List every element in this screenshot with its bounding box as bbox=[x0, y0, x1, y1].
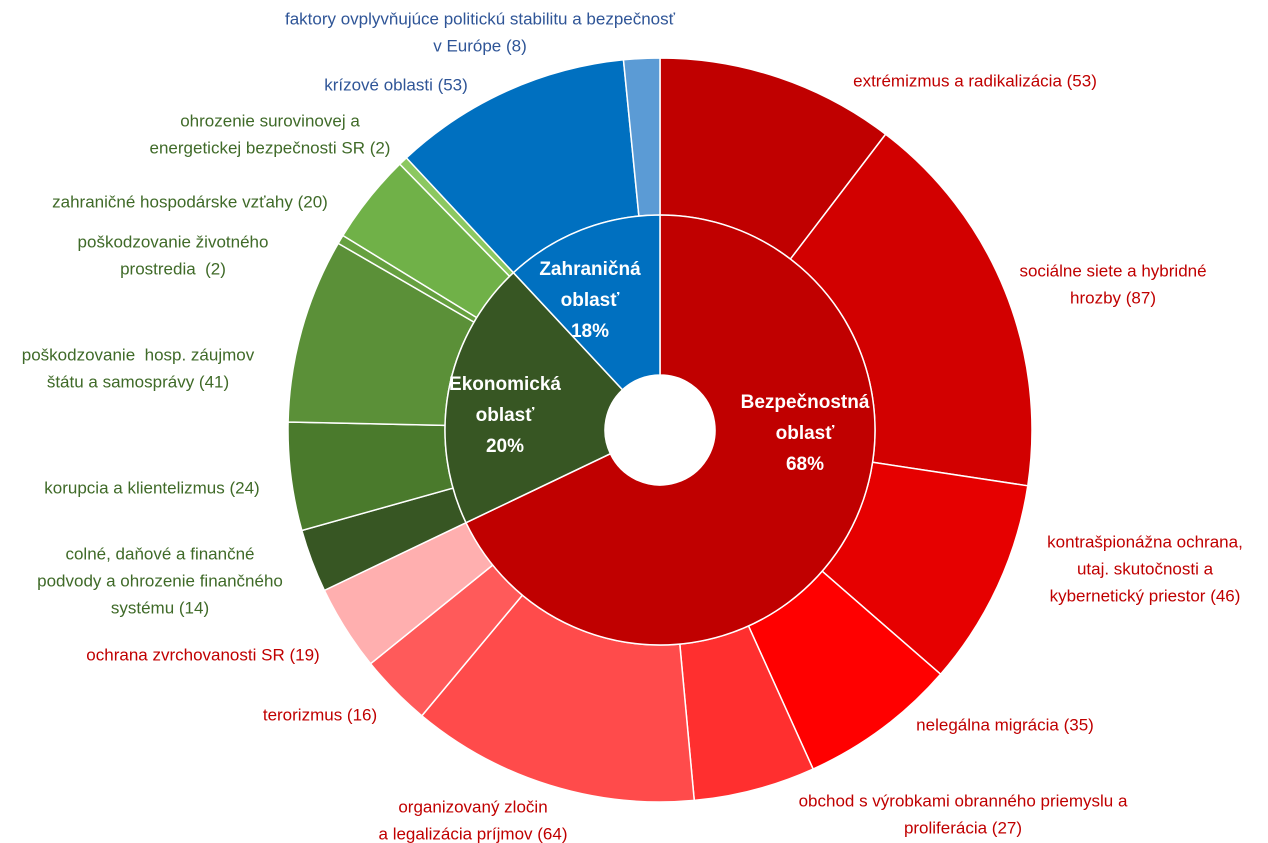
segment-label: hrozby (87) bbox=[1070, 288, 1156, 307]
inner-segment bbox=[465, 214, 876, 646]
segment-label: energetickej bezpečnosti SR (2) bbox=[150, 138, 391, 157]
segment-label: systému (14) bbox=[111, 598, 209, 617]
segment-label: krízové oblasti (53) bbox=[324, 75, 468, 94]
segment-label: colné, daňové a finančné bbox=[65, 544, 254, 563]
group-label: Ekonomická bbox=[449, 374, 561, 395]
segment-label: terorizmus (16) bbox=[263, 705, 377, 724]
group-label: oblasť bbox=[476, 405, 536, 426]
group-percent: 18% bbox=[571, 321, 609, 342]
segment-label: proliferácia (27) bbox=[904, 818, 1022, 837]
segment-label: a legalizácia príjmov (64) bbox=[379, 824, 568, 843]
segment-label: zahraničné hospodárske vzťahy (20) bbox=[52, 192, 328, 211]
segment-label: poškodzovanie životného bbox=[78, 232, 269, 251]
group-label: oblasť bbox=[561, 290, 621, 311]
inner-segment bbox=[512, 214, 661, 391]
segment-label: v Európe (8) bbox=[433, 36, 527, 55]
group-percent: 20% bbox=[486, 436, 524, 457]
segment-label: kybernetický priestor (46) bbox=[1050, 586, 1241, 605]
segment-label: korupcia a klientelizmus (24) bbox=[44, 478, 259, 497]
group-label: Bezpečnostná bbox=[741, 392, 870, 413]
group-label: Zahraničná bbox=[539, 259, 641, 280]
segment-label: utaj. skutočnosti a bbox=[1077, 559, 1214, 578]
segment-label: ochrana zvrchovanosti SR (19) bbox=[86, 645, 319, 664]
segment-label: poškodzovanie hosp. záujmov bbox=[22, 345, 255, 364]
segment-label: podvody a ohrozenie finančného bbox=[37, 571, 283, 590]
segment-label: nelegálna migrácia (35) bbox=[916, 715, 1094, 734]
group-percent: 68% bbox=[786, 454, 824, 475]
segment-label: sociálne siete a hybridné bbox=[1019, 261, 1206, 280]
group-label: oblasť bbox=[776, 423, 836, 444]
segment-label: ohrozenie surovinovej a bbox=[180, 111, 360, 130]
segment-label: extrémizmus a radikalizácia (53) bbox=[853, 71, 1097, 90]
inner-segment bbox=[444, 271, 624, 524]
segment-label: prostredia (2) bbox=[120, 259, 226, 278]
segment-label: organizovaný zločin bbox=[398, 797, 547, 816]
segment-label: kontrašpionážna ochrana, bbox=[1047, 532, 1243, 551]
segment-label: štátu a samosprávy (41) bbox=[47, 372, 229, 391]
segment-label: faktory ovplyvňujúce politickú stabilitu… bbox=[285, 9, 676, 28]
segment-label: obchod s výrobkami obranného priemyslu a bbox=[799, 791, 1128, 810]
